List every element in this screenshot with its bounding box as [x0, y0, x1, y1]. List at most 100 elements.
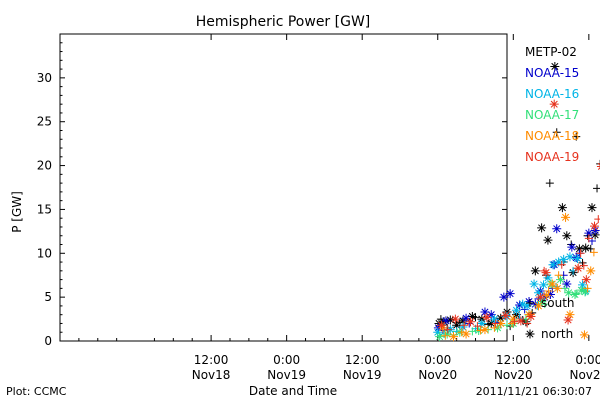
y-tick-label: 10: [37, 246, 52, 260]
y-tick-label: 15: [37, 202, 52, 216]
point-noaa-19-south: [594, 215, 600, 224]
x-tick-date: Nov20: [418, 368, 457, 382]
legend-entry: NOAA-15: [525, 66, 579, 80]
point-metp-02-north: [574, 244, 584, 254]
point-noaa-16-north: [529, 279, 539, 289]
point-noaa-19-north: [573, 263, 583, 273]
point-metp-02-south: [572, 132, 581, 141]
point-noaa-18-south: [441, 331, 450, 340]
x-tick-date: Nov19: [267, 368, 306, 382]
point-metp-02-north: [445, 315, 455, 325]
y-tick-label: 0: [44, 334, 52, 348]
legend-entry: NOAA-19: [525, 150, 579, 164]
x-tick-date: Nov18: [192, 368, 231, 382]
point-noaa-18-north: [496, 318, 506, 328]
marker-legend-label: north: [541, 327, 573, 341]
point-noaa-17-north: [576, 285, 586, 295]
point-noaa-19-north: [549, 99, 559, 109]
y-axis: 0 5 10 15 20 25 30: [37, 42, 507, 348]
x-tick-time: 12:00: [496, 353, 531, 367]
point-noaa-15-north: [441, 316, 451, 326]
footer-left: Plot: CCMC: [6, 385, 67, 398]
marker-legend: south north: [525, 296, 575, 341]
point-noaa-18-north: [480, 325, 490, 335]
point-noaa-16-north: [518, 299, 528, 309]
point-noaa-18-south: [490, 323, 499, 332]
point-noaa-18-north: [547, 279, 557, 289]
point-noaa-15-north: [499, 292, 509, 302]
point-noaa-15-north: [545, 290, 555, 300]
x-tick-time: 12:00: [194, 353, 229, 367]
point-noaa-19-north: [563, 315, 573, 325]
point-metp-02-north: [530, 266, 540, 276]
point-noaa-18-north: [461, 329, 471, 339]
point-noaa-17-north: [580, 287, 590, 297]
point-metp-02-north: [434, 318, 444, 328]
marker-legend-label: south: [541, 296, 575, 310]
y-tick-label: 20: [37, 159, 52, 173]
point-metp-02-north: [562, 231, 572, 241]
x-tick-time: 12:00: [345, 353, 380, 367]
point-metp-02-south: [593, 184, 600, 193]
point-noaa-18-south: [589, 248, 598, 257]
point-metp-02-north: [452, 320, 462, 330]
point-noaa-15-north: [590, 225, 600, 235]
point-noaa-16-north: [511, 305, 521, 315]
legend: METP-02 NOAA-15 NOAA-16 NOAA-17 NOAA-18 NOAA-…: [525, 45, 579, 164]
point-noaa-19-north: [482, 312, 492, 322]
point-noaa-16-north: [559, 254, 569, 264]
point-noaa-15-north: [486, 310, 496, 320]
point-noaa-19-south: [473, 322, 482, 331]
x-tick-date: Nov21: [569, 368, 600, 382]
point-noaa-15-north: [524, 297, 534, 307]
legend-entry: NOAA-16: [525, 87, 579, 101]
point-noaa-16-north: [458, 322, 468, 332]
point-metp-02-north: [467, 311, 477, 321]
point-noaa-19-south: [491, 319, 500, 328]
point-noaa-17-north: [442, 329, 452, 339]
point-noaa-18-north: [438, 323, 448, 333]
point-noaa-19-south: [443, 325, 452, 334]
point-noaa-18-north: [542, 290, 552, 300]
point-noaa-15-north: [567, 242, 577, 252]
point-noaa-17-north: [570, 290, 580, 300]
point-noaa-16-north: [578, 280, 588, 290]
point-noaa-16-north: [539, 280, 549, 290]
point-noaa-15-north: [584, 228, 594, 238]
point-noaa-18-north: [508, 314, 518, 324]
point-noaa-18-north: [448, 332, 458, 342]
footer-timestamp: 2011/11/21 06:30:07: [476, 385, 592, 398]
point-noaa-16-north: [433, 327, 443, 337]
point-noaa-15-north: [461, 313, 471, 323]
point-noaa-19-north: [590, 221, 600, 231]
point-noaa-17-south: [468, 327, 477, 336]
point-noaa-17-north: [564, 288, 574, 298]
point-noaa-16-north: [548, 260, 558, 270]
legend-marker-star: [525, 329, 535, 339]
x-tick-time: 0:00: [424, 353, 451, 367]
point-noaa-16-north: [565, 252, 575, 262]
point-noaa-19-north: [526, 311, 536, 321]
x-axis: 12:00Nov180:00Nov1912:00Nov190:00Nov2012…: [78, 34, 600, 382]
point-noaa-18-south: [583, 284, 592, 293]
point-metp-02-north: [486, 318, 496, 328]
point-noaa-19-north: [516, 316, 526, 326]
x-axis-label: Date and Time: [249, 384, 337, 398]
point-metp-02-south: [596, 159, 600, 168]
x-tick-time: 0:00: [575, 353, 600, 367]
point-metp-02-north: [587, 203, 597, 213]
point-noaa-17-north: [435, 332, 445, 342]
point-noaa-16-north: [573, 254, 583, 264]
point-noaa-19-north: [535, 292, 545, 302]
point-noaa-17-north: [556, 275, 566, 285]
point-metp-02-north: [543, 235, 553, 245]
legend-entry: METP-02: [525, 45, 577, 59]
point-noaa-19-north: [541, 268, 551, 278]
point-noaa-15-north: [480, 307, 490, 317]
point-metp-02-north: [537, 223, 547, 233]
point-noaa-18-north: [565, 310, 575, 320]
point-noaa-15-north: [530, 299, 540, 309]
point-noaa-19-north: [450, 314, 460, 324]
point-metp-02-north: [581, 243, 591, 253]
